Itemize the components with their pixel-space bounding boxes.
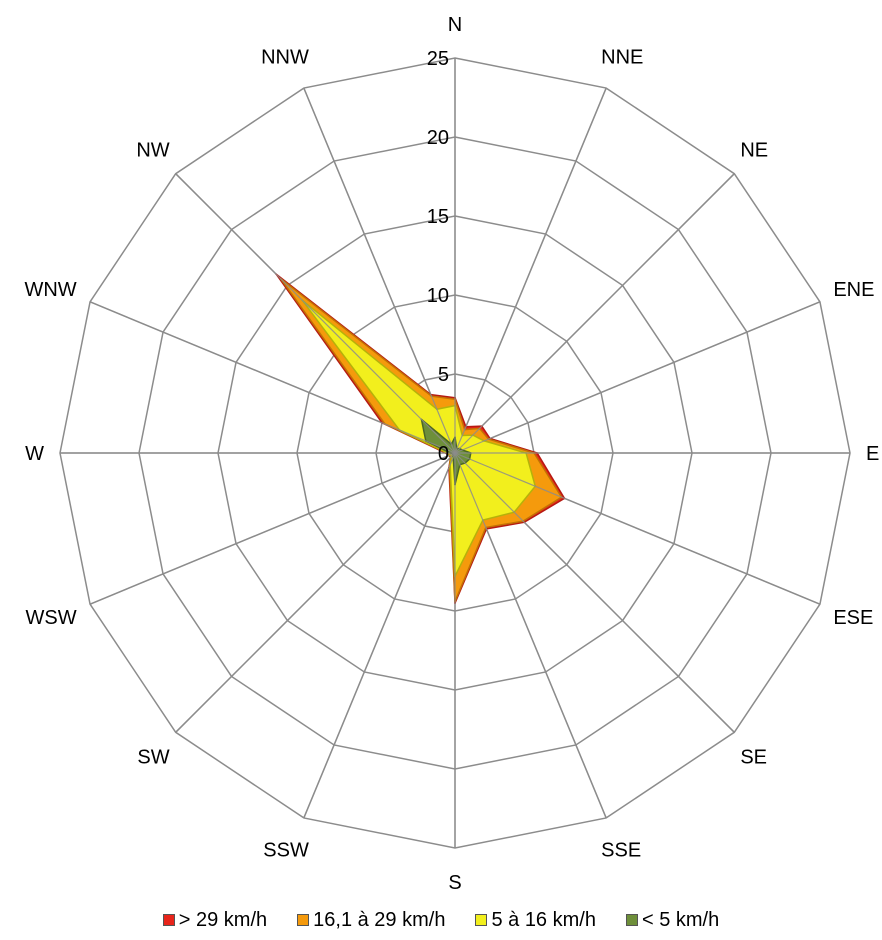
direction-label-se: SE (740, 746, 767, 768)
legend-item: > 29 km/h (162, 908, 268, 932)
legend-label: 5 à 16 km/h (491, 908, 596, 931)
direction-label-wnw: WNW (24, 279, 76, 301)
legend-label: < 5 km/h (641, 908, 720, 931)
direction-label-nnw: NNW (261, 47, 309, 69)
grid-spoke (454, 301, 821, 454)
legend-swatch (625, 914, 638, 926)
direction-label-n: N (448, 14, 462, 36)
tick-label: 25 (427, 48, 449, 70)
tick-label: 10 (427, 285, 449, 307)
direction-label-nw: NW (136, 140, 169, 162)
direction-label-ese: ESE (833, 607, 873, 629)
direction-label-e: E (866, 443, 879, 465)
radar-spokes-overlay (60, 58, 850, 848)
direction-label-sw: SW (137, 746, 169, 768)
grid-spoke (175, 452, 456, 733)
grid-spoke (303, 452, 456, 819)
direction-label-sse: SSE (601, 839, 641, 861)
legend-swatch (475, 914, 488, 926)
legend: > 29 km/h 16,1 à 29 km/h 5 à 16 km/h < 5 km… (0, 900, 882, 940)
grid-spoke (454, 452, 607, 819)
direction-label-s: S (448, 872, 461, 894)
legend-swatch (297, 914, 310, 926)
legend-label: > 29 km/h (178, 908, 268, 931)
direction-label-nne: NNE (601, 47, 643, 69)
grid-spoke (89, 301, 456, 454)
grid-spoke (454, 452, 735, 733)
legend-item: 16,1 à 29 km/h (297, 909, 445, 932)
direction-label-w: W (25, 443, 44, 465)
grid-spoke (454, 452, 821, 605)
tick-label: 5 (438, 364, 449, 386)
tick-label: 15 (427, 206, 449, 228)
direction-label-ene: ENE (833, 279, 874, 301)
direction-label-ssw: SSW (263, 839, 309, 861)
legend-label: 16,1 à 29 km/h (313, 908, 446, 931)
tick-label: 20 (427, 127, 449, 149)
legend-swatch (162, 914, 175, 926)
grid-spoke (454, 87, 607, 454)
direction-label-ne: NE (740, 140, 768, 162)
wind-rose-chart: 0 5 10 15 20 25 N NNE NE ENE E ESE SE SSE S SSW SW WSW W WN… (24, 14, 879, 894)
legend-item: 5 à 16 km/h (475, 909, 596, 932)
grid-spoke (454, 173, 735, 454)
grid-spoke (303, 87, 456, 454)
tick-label: 0 (438, 443, 449, 465)
direction-label-wsw: WSW (26, 607, 77, 629)
grid-spoke (175, 173, 456, 454)
legend-item: < 5 km/h (625, 908, 720, 932)
grid-spoke (89, 452, 456, 605)
